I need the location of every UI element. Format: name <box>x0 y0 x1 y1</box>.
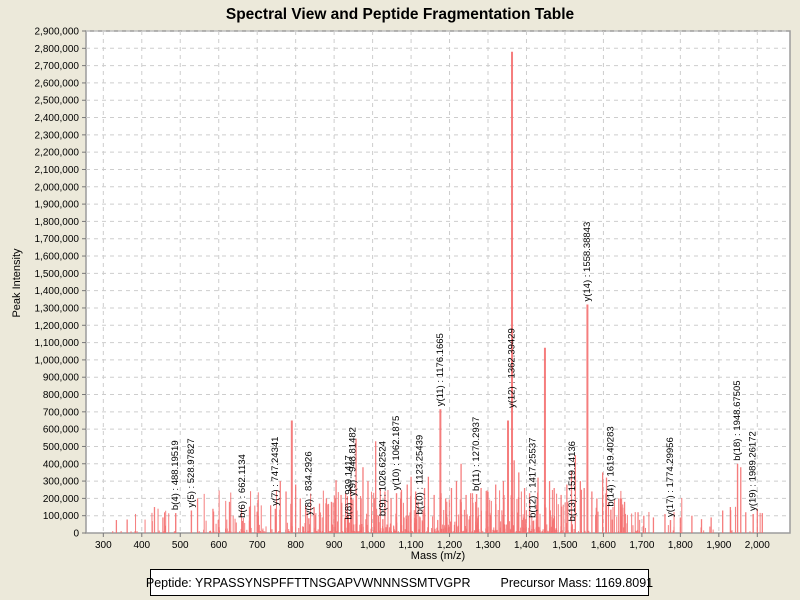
svg-text:1,700,000: 1,700,000 <box>35 234 80 245</box>
svg-text:1,600: 1,600 <box>591 540 616 551</box>
precursor-mass-text: Precursor Mass: 1169.8091 <box>500 575 654 590</box>
svg-text:1,200,000: 1,200,000 <box>35 321 80 332</box>
svg-text:y(9) : 948.81482: y(9) : 948.81482 <box>347 427 358 496</box>
svg-text:800: 800 <box>287 540 304 551</box>
svg-text:2,400,000: 2,400,000 <box>35 113 80 124</box>
svg-text:2,500,000: 2,500,000 <box>35 96 80 107</box>
svg-text:1,300: 1,300 <box>475 540 500 551</box>
svg-text:y(19) : 1989.26172: y(19) : 1989.26172 <box>748 431 759 511</box>
svg-text:y(17) : 1774.29956: y(17) : 1774.29956 <box>665 437 676 517</box>
svg-text:b(4) : 488.19519: b(4) : 488.19519 <box>170 440 181 510</box>
svg-text:b(8) : 939.1417: b(8) : 939.1417 <box>344 455 355 519</box>
svg-text:2,000: 2,000 <box>745 540 770 551</box>
svg-text:1,300,000: 1,300,000 <box>35 303 80 314</box>
svg-text:900: 900 <box>326 540 343 551</box>
svg-text:2,700,000: 2,700,000 <box>35 61 80 72</box>
svg-text:2,900,000: 2,900,000 <box>35 27 80 38</box>
svg-text:1,500,000: 1,500,000 <box>35 269 80 280</box>
svg-text:700: 700 <box>249 540 266 551</box>
svg-text:1,200: 1,200 <box>437 540 462 551</box>
svg-text:800,000: 800,000 <box>43 390 80 401</box>
svg-text:500: 500 <box>172 540 189 551</box>
svg-text:600,000: 600,000 <box>43 425 80 436</box>
svg-text:y(8) : 834.2926: y(8) : 834.2926 <box>303 451 314 515</box>
svg-text:300: 300 <box>95 540 112 551</box>
peptide-info-box: Peptide: YRPASSYNSPFFTTNSGAPVWNNNSSMTVGP… <box>146 569 653 596</box>
svg-text:900,000: 900,000 <box>43 373 80 384</box>
svg-text:1,800: 1,800 <box>668 540 693 551</box>
svg-text:1,100: 1,100 <box>399 540 424 551</box>
svg-text:1,100,000: 1,100,000 <box>35 338 80 349</box>
svg-text:2,800,000: 2,800,000 <box>35 44 80 55</box>
svg-text:b(9) : 1026.62524: b(9) : 1026.62524 <box>377 441 388 516</box>
svg-text:y(12) : 1362.39429: y(12) : 1362.39429 <box>507 328 518 408</box>
svg-text:1,000,000: 1,000,000 <box>35 355 80 366</box>
svg-text:400: 400 <box>133 540 150 551</box>
svg-text:b(6) : 662.1134: b(6) : 662.1134 <box>237 454 248 518</box>
svg-text:1,900: 1,900 <box>706 540 731 551</box>
svg-text:500,000: 500,000 <box>43 442 80 453</box>
svg-text:1,500: 1,500 <box>552 540 577 551</box>
svg-text:2,100,000: 2,100,000 <box>35 165 80 176</box>
svg-text:y(14) : 1558.38843: y(14) : 1558.38843 <box>582 222 593 302</box>
svg-text:b(14) : 1619.40283: b(14) : 1619.40283 <box>605 426 616 506</box>
svg-text:b(12) : 1417.25537: b(12) : 1417.25537 <box>528 438 539 518</box>
svg-text:600: 600 <box>210 540 227 551</box>
x-axis-title: Mass (m/z) <box>410 550 466 562</box>
svg-text:1,700: 1,700 <box>629 540 654 551</box>
svg-text:2,200,000: 2,200,000 <box>35 148 80 159</box>
svg-text:y(5) : 528.97827: y(5) : 528.97827 <box>186 438 197 507</box>
peptide-sequence-text: Peptide: YRPASSYNSPFFTTNSGAPVWNNNSSMTVGP… <box>145 575 471 590</box>
svg-text:y(11) : 1176.1665: y(11) : 1176.1665 <box>435 333 446 406</box>
svg-text:700,000: 700,000 <box>43 407 80 418</box>
svg-text:0: 0 <box>73 529 79 540</box>
svg-text:100,000: 100,000 <box>43 511 80 522</box>
svg-text:300,000: 300,000 <box>43 477 80 488</box>
svg-text:1,400: 1,400 <box>514 540 539 551</box>
svg-text:1,000: 1,000 <box>360 540 385 551</box>
svg-text:1,800,000: 1,800,000 <box>35 217 80 228</box>
page-title: Spectral View and Peptide Fragmentation … <box>225 6 575 23</box>
svg-text:2,000,000: 2,000,000 <box>35 182 80 193</box>
svg-text:y(7) : 747.24341: y(7) : 747.24341 <box>270 437 281 506</box>
svg-text:b(18) : 1948.67505: b(18) : 1948.67505 <box>732 380 743 460</box>
svg-text:2,600,000: 2,600,000 <box>35 78 80 89</box>
svg-text:1,600,000: 1,600,000 <box>35 252 80 263</box>
svg-text:400,000: 400,000 <box>43 459 80 470</box>
svg-text:b(11) : 1270.2937: b(11) : 1270.2937 <box>471 417 482 491</box>
svg-text:1,400,000: 1,400,000 <box>35 286 80 297</box>
svg-text:y(10) : 1062.1875: y(10) : 1062.1875 <box>391 416 402 490</box>
svg-text:b(13) : 1519.14136: b(13) : 1519.14136 <box>567 441 578 521</box>
svg-text:2,300,000: 2,300,000 <box>35 130 80 141</box>
svg-text:200,000: 200,000 <box>43 494 80 505</box>
svg-text:1,900,000: 1,900,000 <box>35 200 80 211</box>
svg-text:b(10) : 1123.25439: b(10) : 1123.25439 <box>415 435 426 515</box>
y-axis-title: Peak Intensity <box>11 248 23 318</box>
